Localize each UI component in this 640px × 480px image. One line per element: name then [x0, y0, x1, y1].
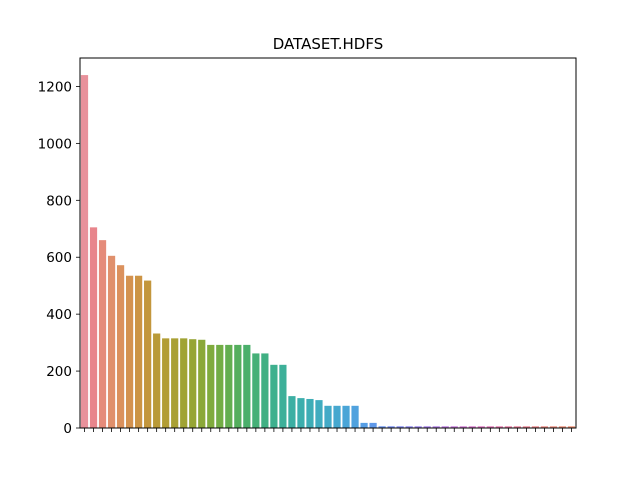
bar — [198, 339, 206, 428]
y-tick-label: 200 — [46, 364, 72, 380]
y-tick-label: 800 — [46, 193, 72, 209]
bar — [333, 405, 341, 428]
y-tick-label: 1000 — [38, 136, 72, 152]
bar — [360, 422, 368, 428]
bar — [279, 364, 287, 428]
bar — [468, 426, 476, 428]
bar — [414, 426, 422, 428]
bar — [495, 426, 503, 428]
bar — [450, 426, 458, 428]
bar — [297, 398, 305, 428]
bar — [423, 426, 431, 428]
bar — [135, 275, 143, 428]
bar — [369, 422, 377, 428]
bar — [324, 405, 332, 428]
bar — [540, 426, 549, 428]
bar — [171, 338, 179, 428]
plot-frame — [79, 57, 577, 429]
bar — [98, 240, 107, 428]
bar — [270, 364, 278, 428]
bar — [531, 426, 540, 428]
bar — [477, 426, 485, 428]
bar — [513, 426, 521, 428]
bar — [153, 333, 161, 428]
bar — [180, 338, 188, 428]
bar — [288, 396, 296, 428]
y-tick-label: 600 — [46, 250, 72, 266]
bar — [116, 265, 125, 428]
bar — [107, 255, 116, 428]
bar — [558, 426, 567, 428]
bar — [225, 344, 233, 428]
bar — [351, 405, 359, 428]
bar — [405, 426, 413, 428]
bar — [243, 344, 251, 428]
bar — [315, 400, 323, 428]
bar — [378, 426, 386, 428]
bar — [522, 426, 530, 428]
y-tick-label: 400 — [46, 307, 72, 323]
bar — [486, 426, 494, 428]
bar — [207, 344, 215, 428]
bar — [80, 75, 89, 428]
bar — [396, 426, 404, 428]
chart-title: DATASET.HDFS — [273, 35, 384, 53]
bar — [342, 405, 350, 428]
bar — [306, 398, 314, 428]
y-tick-label: 1200 — [38, 79, 72, 95]
bar — [252, 353, 260, 428]
y-tick-label: 0 — [63, 421, 72, 437]
bar — [234, 344, 242, 428]
bars-group — [80, 75, 576, 428]
bar — [387, 426, 395, 428]
bar — [459, 426, 467, 428]
bar — [261, 353, 269, 428]
bar — [89, 227, 98, 428]
y-axis: 0 200 400 600 800 1000 1200 — [38, 79, 80, 437]
bar — [432, 426, 440, 428]
bar — [567, 426, 576, 428]
bar — [216, 344, 224, 428]
x-axis-ticks — [84, 428, 572, 432]
bar — [162, 338, 170, 428]
bar — [144, 280, 152, 428]
bar — [504, 426, 512, 428]
bar — [441, 426, 449, 428]
bar — [189, 339, 197, 428]
bar — [125, 275, 134, 428]
bar — [549, 426, 558, 428]
